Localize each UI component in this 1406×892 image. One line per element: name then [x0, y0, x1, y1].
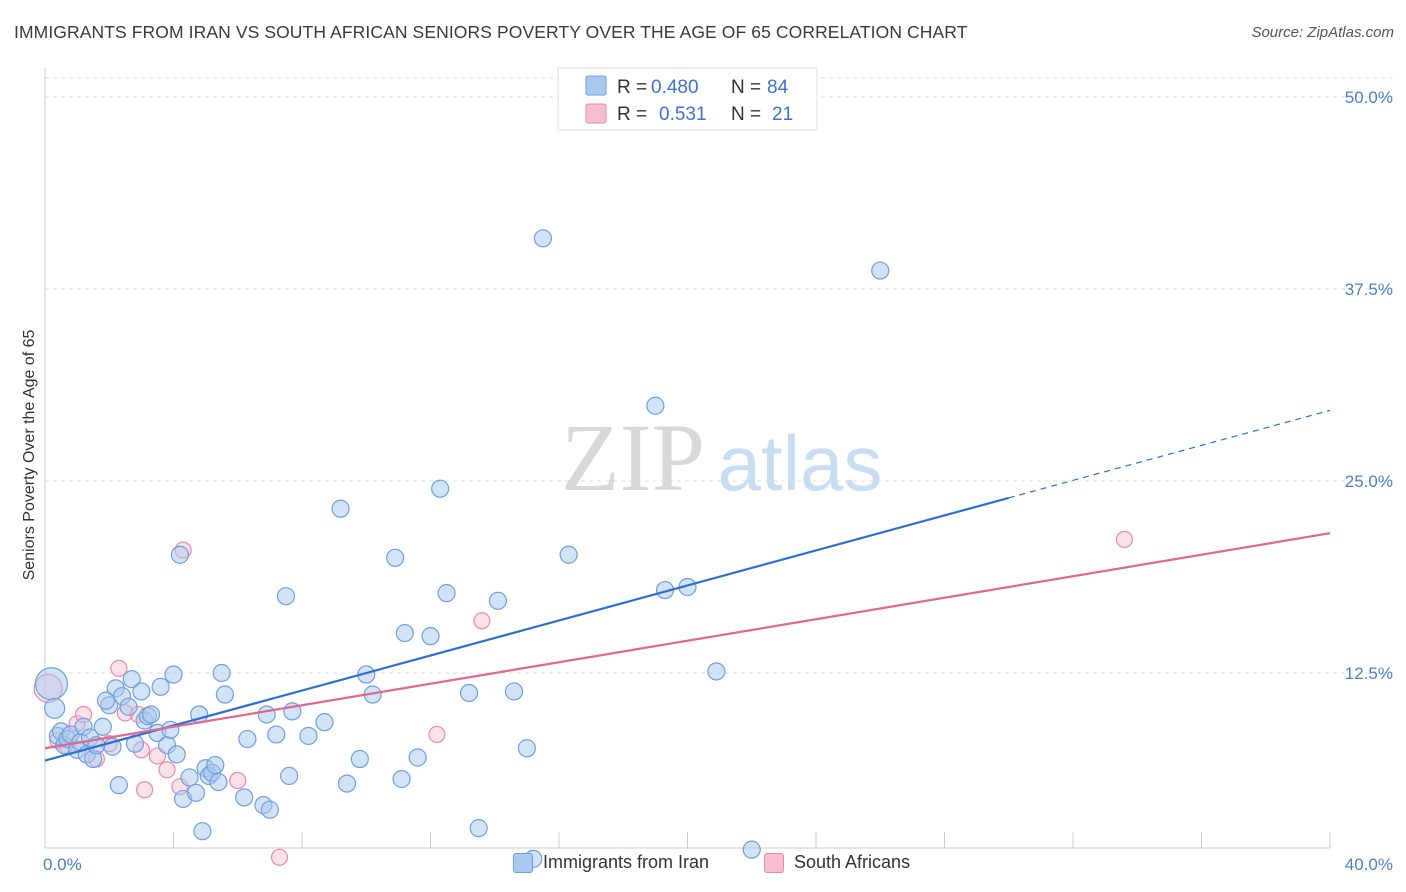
- iran-point: [299, 726, 318, 746]
- iran-point: [392, 769, 411, 789]
- iran-point: [646, 396, 665, 415]
- iran-point: [533, 229, 553, 248]
- legend-box: R = 0.480 N = 84 R = 0.531 N = 21: [557, 67, 818, 131]
- iran-trend-line: [44, 496, 1010, 762]
- iran-point: [141, 705, 161, 724]
- y-tick-label: 12.5%: [1345, 664, 1393, 683]
- south-africans-point: [428, 725, 446, 744]
- iran-point: [437, 584, 456, 603]
- iran-point: [395, 623, 414, 643]
- iran-point: [96, 691, 116, 710]
- iran-point: [431, 479, 450, 498]
- source-credit: Source: ZipAtlas.com: [1251, 24, 1394, 41]
- legend-r-label-south-africans: R =: [617, 104, 647, 125]
- gridlines: [45, 77, 1395, 674]
- south-africans-trend-line: [44, 532, 1331, 750]
- watermark-atlas: atlas: [718, 419, 883, 507]
- legend-label-iran: Immigrants from Iran: [543, 852, 710, 872]
- legend-n-value-south-africans: 21: [772, 104, 793, 125]
- south-africans-point: [158, 761, 176, 779]
- legend-label-south-africans: South Africans: [794, 852, 911, 872]
- south-africans-point: [1115, 530, 1134, 548]
- iran-point: [132, 682, 151, 701]
- iran-point: [504, 682, 524, 701]
- legend-r-label-iran: R =: [617, 77, 647, 98]
- legend-item-south-africans: South Africans: [764, 852, 910, 873]
- south-africans-point: [229, 771, 247, 790]
- iran-point: [215, 685, 234, 704]
- trend-lines: [44, 409, 1331, 762]
- tick-labels: 12.5% 25.0% 37.5% 50.0% 0.0% 40.0%: [43, 88, 1393, 874]
- legend-swatch-south-africans-bottom: [764, 852, 784, 873]
- legend-swatch-iran: [585, 75, 607, 96]
- iran-point: [707, 662, 726, 681]
- iran-point: [742, 840, 761, 859]
- iran-point: [212, 663, 231, 683]
- iran-point: [408, 748, 427, 767]
- iran-point: [559, 545, 578, 564]
- iran-point: [315, 713, 334, 732]
- iran-point: [488, 591, 508, 610]
- iran-point: [109, 776, 128, 795]
- iran-point: [164, 665, 183, 684]
- iran-point: [206, 756, 225, 775]
- iran-point: [459, 683, 479, 703]
- legend-swatch-iran-bottom: [513, 852, 533, 873]
- iran-point: [122, 670, 141, 689]
- bottom-legend: Immigrants from Iran South Africans: [0, 852, 1406, 878]
- iran-point: [350, 749, 369, 769]
- iran-point: [257, 705, 276, 724]
- iran-point: [186, 783, 206, 802]
- x-tick-label-min: 0.0%: [43, 855, 82, 874]
- iran-point: [235, 788, 254, 807]
- iran-point: [34, 667, 69, 701]
- iran-point: [260, 800, 279, 819]
- south-africans-point: [270, 848, 289, 866]
- iran-point: [167, 745, 186, 764]
- x-tick-label-max: 40.0%: [1345, 855, 1393, 874]
- iran-point: [238, 729, 257, 749]
- legend-item-iran: Immigrants from Iran: [513, 852, 709, 873]
- iran-point: [280, 766, 299, 786]
- iran-point: [209, 772, 228, 792]
- axes: [44, 68, 1331, 849]
- iran-point: [469, 819, 488, 838]
- iran-point: [276, 587, 296, 606]
- iran-point: [421, 627, 440, 646]
- south-africans-point: [110, 659, 128, 677]
- iran-point: [337, 774, 357, 793]
- iran-point: [180, 768, 199, 787]
- iran-point: [193, 822, 212, 841]
- legend-n-label-iran: N =: [731, 77, 761, 98]
- iran-point: [517, 739, 536, 758]
- south-africans-point: [473, 612, 491, 630]
- watermark-zip: ZIP: [561, 404, 705, 511]
- iran-point: [267, 725, 286, 744]
- chart-title: IMMIGRANTS FROM IRAN VS SOUTH AFRICAN SE…: [14, 22, 968, 42]
- legend-n-value-iran: 84: [767, 77, 789, 98]
- series-south-africans-points: [33, 530, 1134, 866]
- iran-point: [170, 545, 190, 564]
- iran-point: [871, 261, 890, 280]
- iran-trend-extension: [1008, 409, 1331, 499]
- iran-point: [119, 697, 138, 716]
- iran-point: [386, 548, 405, 567]
- legend-swatch-south-africans: [585, 103, 607, 124]
- iran-point: [44, 697, 66, 719]
- y-tick-label: 50.0%: [1345, 88, 1393, 107]
- iran-point: [151, 677, 170, 696]
- iran-point: [93, 717, 112, 736]
- watermark: ZIP atlas: [561, 404, 882, 511]
- legend-r-value-iran: 0.480: [651, 77, 699, 98]
- y-tick-label: 37.5%: [1345, 280, 1393, 299]
- iran-point: [331, 499, 350, 518]
- legend-r-value-south-africans: 0.531: [659, 104, 707, 125]
- legend-n-label-south-africans: N =: [731, 104, 761, 125]
- south-africans-point: [135, 781, 154, 799]
- y-tick-label: 25.0%: [1345, 472, 1393, 491]
